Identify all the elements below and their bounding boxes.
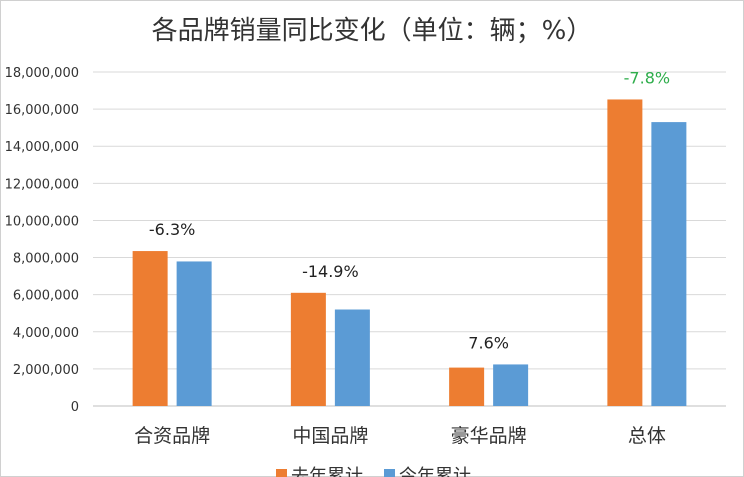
bar-this-year (176, 261, 212, 406)
bar-last-year (449, 367, 485, 406)
y-tick-label: 14,000,000 (5, 140, 79, 155)
y-tick-label: 4,000,000 (13, 326, 79, 341)
category-label: 中国品牌 (292, 425, 368, 447)
y-tick-label: 0 (71, 400, 79, 415)
yoy-change-label: 7.6% (468, 333, 509, 352)
legend-label: 今年累计 (399, 466, 471, 477)
yoy-change-label: -7.8% (624, 68, 670, 87)
bar-this-year (651, 122, 687, 406)
y-axis-tick-labels: 0 2,000,000 4,000,000 6,000,000 8,000,000 10,… (5, 66, 79, 415)
y-tick-label: 16,000,000 (5, 103, 79, 118)
legend-swatch (384, 469, 395, 477)
bar-last-year (290, 292, 326, 406)
category-label: 合资品牌 (134, 425, 210, 447)
bars (132, 99, 687, 406)
y-tick-label: 12,000,000 (5, 177, 79, 192)
category-label: 豪华品牌 (451, 425, 527, 447)
category-label: 总体 (628, 425, 666, 447)
legend: 去年累计 今年累计 (276, 466, 471, 477)
legend-label: 去年累计 (291, 466, 363, 477)
yoy-change-label: -6.3% (149, 220, 195, 239)
data-labels: -6.3% -14.9% 7.6% -7.8% (149, 68, 670, 352)
y-tick-label: 6,000,000 (13, 289, 79, 304)
y-tick-label: 18,000,000 (5, 66, 79, 81)
y-tick-label: 10,000,000 (5, 214, 79, 229)
bar-this-year (334, 309, 370, 406)
bar-last-year (132, 251, 168, 406)
legend-swatch (276, 469, 287, 477)
bar-this-year (493, 364, 529, 406)
x-axis-category-labels: 合资品牌 中国品牌 豪华品牌 总体 (134, 425, 666, 447)
y-tick-label: 2,000,000 (13, 363, 79, 378)
bar-last-year (607, 99, 643, 406)
y-tick-label: 8,000,000 (13, 252, 79, 267)
yoy-change-label: -14.9% (302, 262, 359, 281)
chart-title: 各品牌销量同比变化（单位：辆；%） (152, 16, 593, 46)
